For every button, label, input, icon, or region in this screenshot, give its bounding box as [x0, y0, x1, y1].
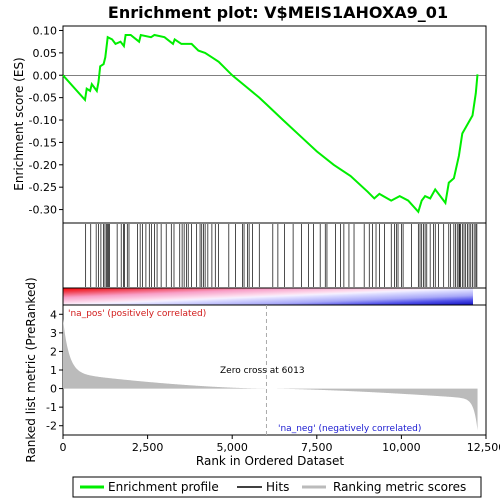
es-y-tick-label: -0.15 [29, 136, 57, 149]
x-tick-label: 12,500 [467, 441, 500, 454]
x-tick-label: 10,000 [382, 441, 421, 454]
es-y-tick-label: -0.20 [29, 159, 57, 172]
es-y-tick-label: 0.05 [33, 47, 58, 60]
legend: Enrichment profile Hits Ranking metric s… [72, 476, 482, 498]
chart-title: Enrichment plot: V$MEIS1AHOXA9_01 [108, 3, 448, 22]
x-ticks: 0 2,500 5,000 7,500 10,000 12,500 [60, 435, 500, 454]
negative-correlation-label: 'na_neg' (negatively correlated) [278, 424, 421, 434]
metric-y-tick-label: 3 [50, 327, 57, 340]
es-y-tick-label: -0.05 [29, 92, 57, 105]
x-tick-label: 7,500 [301, 441, 333, 454]
x-tick-label: 0 [60, 441, 67, 454]
rank-color-gradient [63, 288, 473, 305]
es-panel: 0.10 0.05 0.00 -0.05 -0.10 -0.15 -0.20 -0.25 -0.… [29, 24, 487, 224]
legend-metric-label: Ranking metric scores [333, 480, 466, 494]
metric-panel: 4 3 2 1 0 -1 -2 0 2,500 5,000 7,500 10,000 12,500 '… [46, 304, 500, 454]
es-y-axis-label: Enrichment score (ES) [12, 57, 26, 190]
es-y-tick-label: 0.00 [33, 69, 58, 82]
legend-hits-label: Hits [266, 480, 289, 494]
es-y-tick-label: -0.25 [29, 181, 57, 194]
enrichment-profile-line [62, 33, 479, 214]
es-y-tick-label: -0.10 [29, 114, 57, 127]
es-frame [62, 25, 487, 224]
metric-y-tick-label: -2 [46, 420, 57, 433]
zero-cross-annotation: Zero cross at 6013 [220, 366, 305, 376]
metric-y-tick-label: -1 [46, 401, 57, 414]
metric-y-tick-label: 0 [50, 383, 57, 396]
metric-y-axis-label: Ranked list metric (PreRanked) [24, 277, 38, 462]
es-y-ticks: 0.10 0.05 0.00 -0.05 -0.10 -0.15 -0.20 -0.25 -0.… [29, 24, 63, 217]
es-y-tick-label: 0.10 [33, 24, 58, 37]
positive-correlation-label: 'na_pos' (positively correlated) [68, 309, 206, 319]
es-y-tick-label: -0.30 [29, 204, 57, 217]
hits-frame [62, 222, 487, 289]
rank-color-bar [62, 287, 487, 306]
metric-y-ticks: 4 3 2 1 0 -1 -2 [46, 308, 63, 433]
metric-y-tick-label: 1 [50, 364, 57, 377]
x-tick-label: 5,000 [216, 441, 248, 454]
hits-panel [62, 222, 487, 289]
x-axis-label: Rank in Ordered Dataset [196, 454, 344, 468]
x-tick-label: 2,500 [132, 441, 164, 454]
metric-y-tick-label: 4 [50, 308, 57, 321]
legend-frame [72, 476, 482, 498]
metric-y-tick-label: 2 [50, 345, 57, 358]
legend-enrichment-label: Enrichment profile [108, 480, 219, 494]
hit-marks [85, 224, 478, 287]
